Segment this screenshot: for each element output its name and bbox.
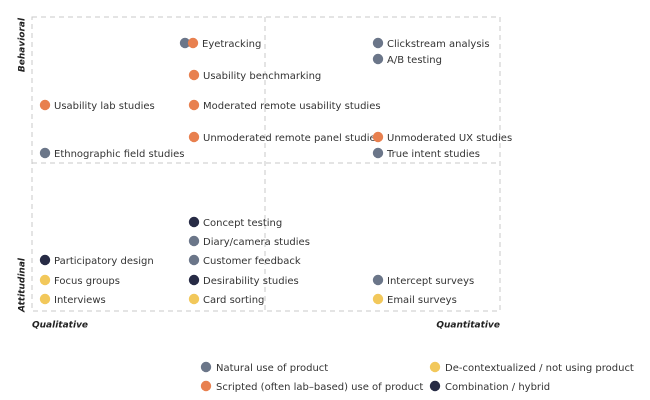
- axis-label: Quantitative: [436, 321, 500, 331]
- method-dot: [372, 274, 384, 286]
- method-dot: [372, 53, 384, 65]
- method-dot: [188, 274, 200, 286]
- method-label: A/B testing: [387, 55, 442, 66]
- method-label: Eyetracking: [202, 39, 261, 50]
- method-label: Usability lab studies: [54, 101, 155, 112]
- method-dot: [39, 274, 51, 286]
- method-dot: [188, 216, 200, 228]
- method-dot: [188, 235, 200, 247]
- method-dot: [372, 293, 384, 305]
- method-dot: [188, 254, 200, 266]
- method-label: Card sorting: [203, 295, 264, 306]
- legend-label: De-contextualized / not using product: [445, 363, 634, 374]
- method-label: Diary/camera studies: [203, 237, 310, 248]
- axis-label: Behavioral: [18, 17, 28, 72]
- method-label: Unmoderated remote panel studies: [203, 133, 381, 144]
- method-dot: [188, 69, 200, 81]
- frame: [31, 16, 501, 312]
- method-dot: [188, 99, 200, 111]
- method-label: Ethnographic field studies: [54, 149, 184, 160]
- legend-dot: [429, 361, 441, 373]
- method-dot: [372, 131, 384, 143]
- method-dot: [39, 293, 51, 305]
- legend-dot: [200, 380, 212, 392]
- method-label: Clickstream analysis: [387, 39, 490, 50]
- method-label: Email surveys: [387, 295, 457, 306]
- method-dot: [372, 37, 384, 49]
- method-label: Focus groups: [54, 276, 120, 287]
- method-label: Concept testing: [203, 218, 282, 229]
- method-label: Desirability studies: [203, 276, 299, 287]
- axis-label: Attitudinal: [18, 257, 28, 313]
- method-dot: [188, 131, 200, 143]
- method-label: Unmoderated UX studies: [387, 133, 512, 144]
- method-label: Moderated remote usability studies: [203, 101, 381, 112]
- method-label: Intercept surveys: [387, 276, 474, 287]
- legend-label: Combination / hybrid: [445, 382, 550, 393]
- method-dot: [179, 37, 191, 49]
- method-dot: [372, 147, 384, 159]
- method-dot: [39, 254, 51, 266]
- method-label: Customer feedback: [203, 256, 301, 267]
- method-label: Interviews: [54, 295, 106, 306]
- axis-label: Qualitative: [32, 321, 88, 331]
- method-dot: [187, 37, 199, 49]
- legend-dot: [200, 361, 212, 373]
- method-label: Participatory design: [54, 256, 154, 267]
- method-label: Usability benchmarking: [203, 71, 321, 82]
- method-dot: [188, 293, 200, 305]
- method-dot: [39, 99, 51, 111]
- method-dot: [39, 147, 51, 159]
- legend-label: Scripted (often lab–based) use of produc…: [216, 382, 423, 393]
- legend-dot: [429, 380, 441, 392]
- legend-label: Natural use of product: [216, 363, 328, 374]
- method-label: True intent studies: [386, 149, 480, 160]
